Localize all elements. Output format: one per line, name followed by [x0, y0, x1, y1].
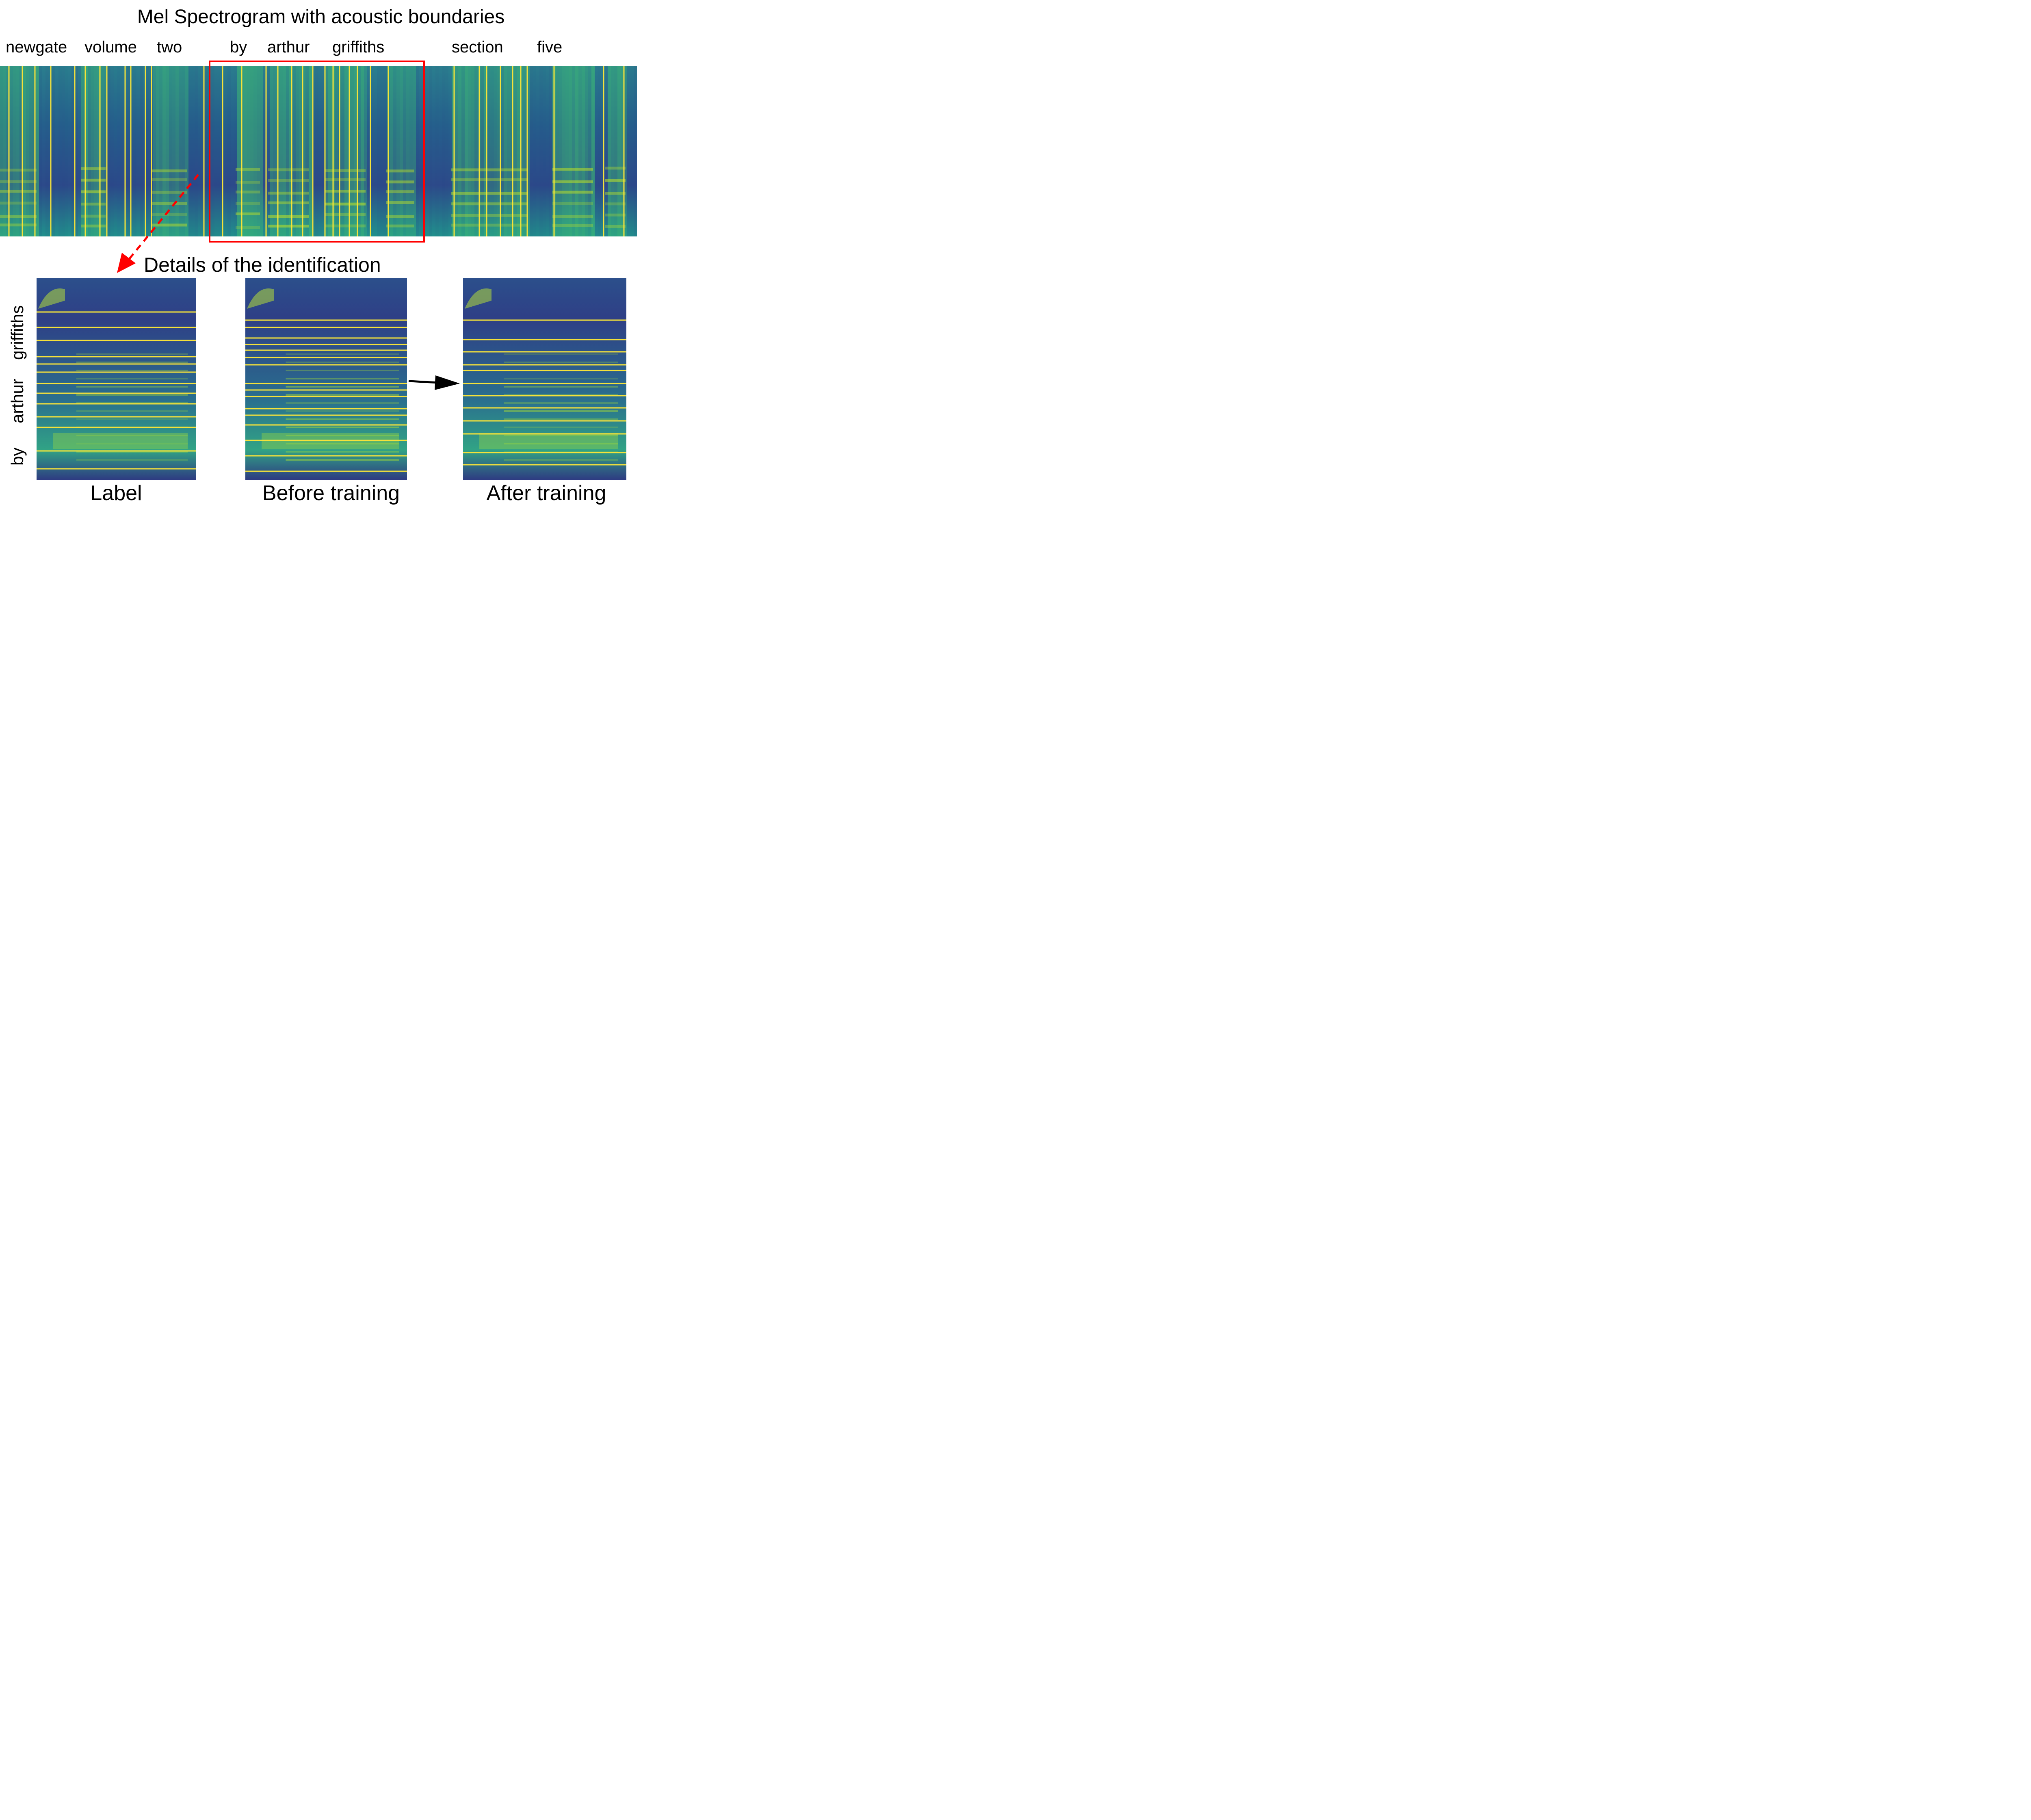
caption-after-training: After training [486, 481, 606, 505]
word-label-volume: volume [84, 38, 137, 56]
side-word-griffiths: griffiths [8, 305, 27, 360]
word-label-newgate: newgate [6, 38, 67, 56]
highlight-box [209, 61, 425, 243]
harmonic-band [286, 370, 399, 371]
energy-band [262, 433, 399, 449]
harmonic-band [286, 410, 399, 412]
word-label-two: two [157, 38, 182, 56]
black-arrow-icon [408, 375, 460, 390]
harmonic-band [76, 410, 188, 412]
harmonic-band [504, 451, 618, 453]
harmonic-band [76, 451, 188, 453]
energy-band [479, 433, 618, 449]
harmonic-band [286, 394, 399, 396]
word-label-griffiths: griffiths [332, 38, 385, 56]
harmonic-band [504, 353, 618, 355]
harmonic-band [76, 362, 188, 363]
harmonic-band [76, 443, 188, 444]
harmonic-band [504, 362, 618, 363]
harmonic-band [286, 427, 399, 428]
side-word-by: by [8, 447, 27, 466]
harmonic-band [286, 459, 399, 461]
harmonic-band [76, 402, 188, 404]
harmonic-band [504, 459, 618, 461]
panel-background [463, 278, 626, 480]
harmonic-band [286, 378, 399, 379]
main-spectrogram [0, 66, 637, 236]
harmonic-band [286, 435, 399, 436]
harmonic-band [504, 378, 618, 379]
harmonic-band [504, 394, 618, 396]
harmonic-band [286, 402, 399, 404]
harmonic-band [286, 386, 399, 388]
harmonic-band [76, 459, 188, 461]
harmonic-band [286, 353, 399, 355]
word-label-five: five [537, 38, 563, 56]
word-label-section: section [452, 38, 503, 56]
harmonic-band [76, 435, 188, 436]
word-label-by: by [230, 38, 247, 56]
harmonic-band [76, 394, 188, 396]
panel-background [245, 278, 407, 480]
side-word-arthur: arthur [8, 379, 27, 423]
word-label-arthur: arthur [267, 38, 310, 56]
harmonic-band [76, 378, 188, 379]
formant-blob [465, 288, 492, 309]
harmonic-band [76, 353, 188, 355]
harmonic-band [504, 435, 618, 436]
formant-blob [38, 288, 65, 309]
panel-label [37, 278, 196, 480]
harmonic-band [504, 386, 618, 388]
harmonic-band [504, 410, 618, 412]
caption-label: Label [90, 481, 142, 505]
panel-after-training [463, 278, 626, 480]
panel-before-training [245, 278, 407, 480]
harmonic-band [286, 443, 399, 444]
harmonic-band [286, 362, 399, 363]
formant-blob [247, 288, 274, 309]
energy-band [53, 433, 188, 449]
details-title: Details of the identification [144, 254, 381, 276]
harmonic-band [76, 418, 188, 420]
spectrogram-figure [0, 61, 637, 480]
dashed-red-arrow-icon [117, 174, 199, 273]
harmonic-band [286, 418, 399, 420]
caption-before-training: Before training [262, 481, 400, 505]
figure-title: Mel Spectrogram with acoustic boundaries [137, 6, 505, 28]
harmonic-band [504, 418, 618, 420]
harmonic-band [504, 402, 618, 404]
harmonic-band [76, 386, 188, 388]
harmonic-band [504, 427, 618, 428]
harmonic-band [286, 451, 399, 453]
harmonic-band [504, 443, 618, 444]
harmonic-band [76, 370, 188, 371]
